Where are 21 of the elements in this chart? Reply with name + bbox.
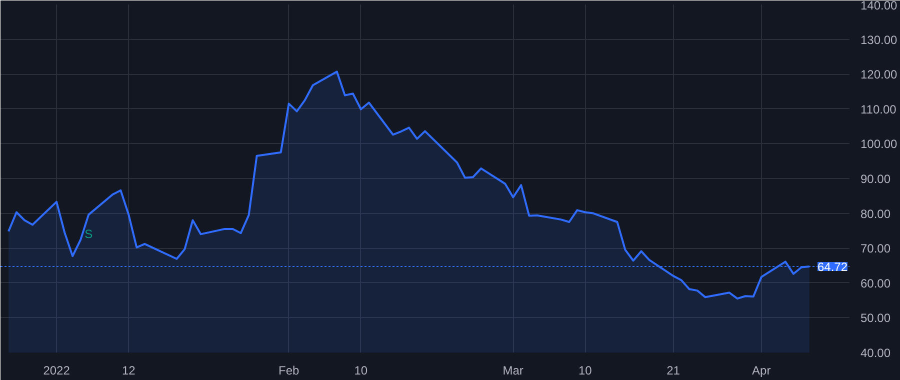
x-tick-label: 10 — [578, 364, 592, 378]
x-tick-label: 2022 — [43, 364, 70, 378]
y-tick-label: 90.00 — [860, 172, 891, 186]
y-tick-label: 60.00 — [860, 276, 891, 290]
y-tick-label: 50.00 — [860, 311, 891, 326]
y-tick-label: 100.00 — [860, 137, 898, 152]
ref-line-label: 64.72 — [817, 260, 848, 274]
annotation: S — [84, 226, 93, 241]
x-tick-label: 10 — [354, 364, 368, 378]
y-tick-label: 130.00 — [860, 32, 898, 47]
x-tick-label: Apr — [752, 364, 771, 378]
x-tick-label: Feb — [278, 364, 300, 378]
y-tick-label: 40.00 — [860, 346, 891, 360]
y-tick-label: 70.00 — [860, 242, 891, 256]
x-tick-label: 12 — [122, 364, 136, 378]
y-tick-label: 120.00 — [860, 68, 898, 82]
y-tick-label: 110.00 — [860, 102, 897, 116]
y-tick-label: 140.00 — [860, 0, 898, 12]
x-tick-label: Mar — [502, 364, 524, 378]
y-tick-label: 80.00 — [860, 206, 891, 221]
x-tick-label: 21 — [666, 364, 680, 378]
